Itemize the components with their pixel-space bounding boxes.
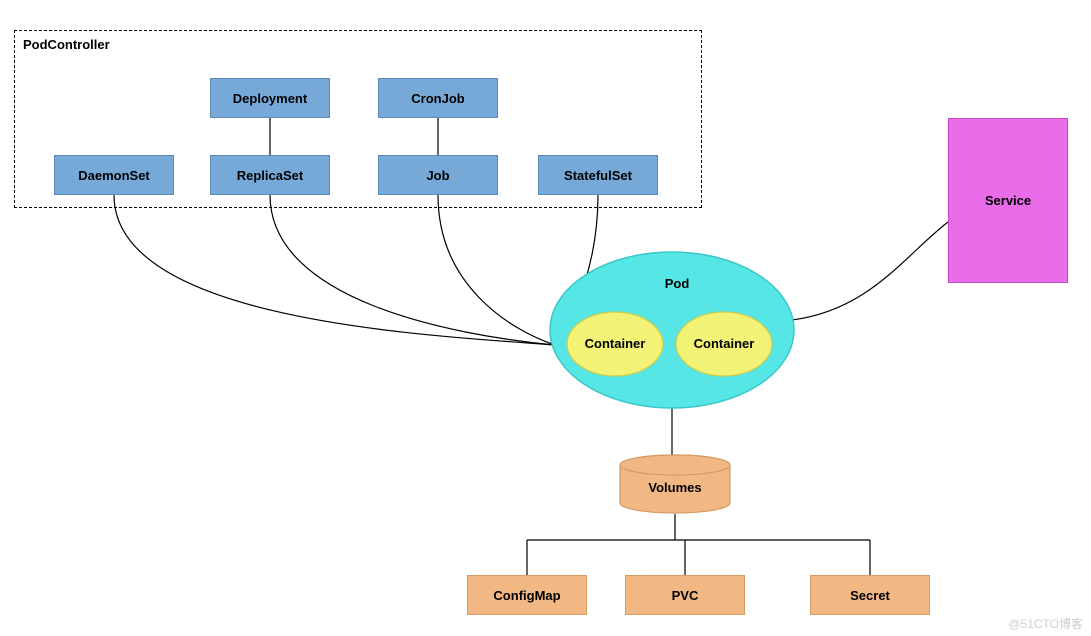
replicaset-node: ReplicaSet [210, 155, 330, 195]
container-label-1: Container [694, 336, 755, 351]
deployment-node: Deployment [210, 78, 330, 118]
edge-replicaset-pod [270, 195, 555, 345]
secret-node: Secret [810, 575, 930, 615]
edge-daemonset-pod [114, 195, 555, 345]
volumes-cylinder-top [620, 455, 730, 475]
statefulset-node: StatefulSet [538, 155, 658, 195]
edge-statefulset-pod [560, 195, 598, 340]
daemonset-node: DaemonSet [54, 155, 174, 195]
volumes-label: Volumes [648, 480, 701, 495]
container-label-0: Container [585, 336, 646, 351]
watermark: @51CTO博客 [1008, 615, 1083, 632]
edge-pod-service [792, 222, 948, 320]
job-node: Job [378, 155, 498, 195]
service-node: Service [948, 118, 1068, 283]
diagram-stage: PodController Pod Container Container Volu… [0, 0, 1091, 636]
configmap-node: ConfigMap [467, 575, 587, 615]
edge-job-pod [438, 195, 555, 345]
cronjob-node: CronJob [378, 78, 498, 118]
podcontroller-label: PodController [23, 37, 110, 52]
volumes-cylinder-body [620, 455, 730, 513]
pod-ellipse [550, 252, 794, 408]
pod-label: Pod [665, 276, 690, 291]
container-ellipse-0 [567, 312, 663, 376]
container-ellipse-1 [676, 312, 772, 376]
pvc-node: PVC [625, 575, 745, 615]
